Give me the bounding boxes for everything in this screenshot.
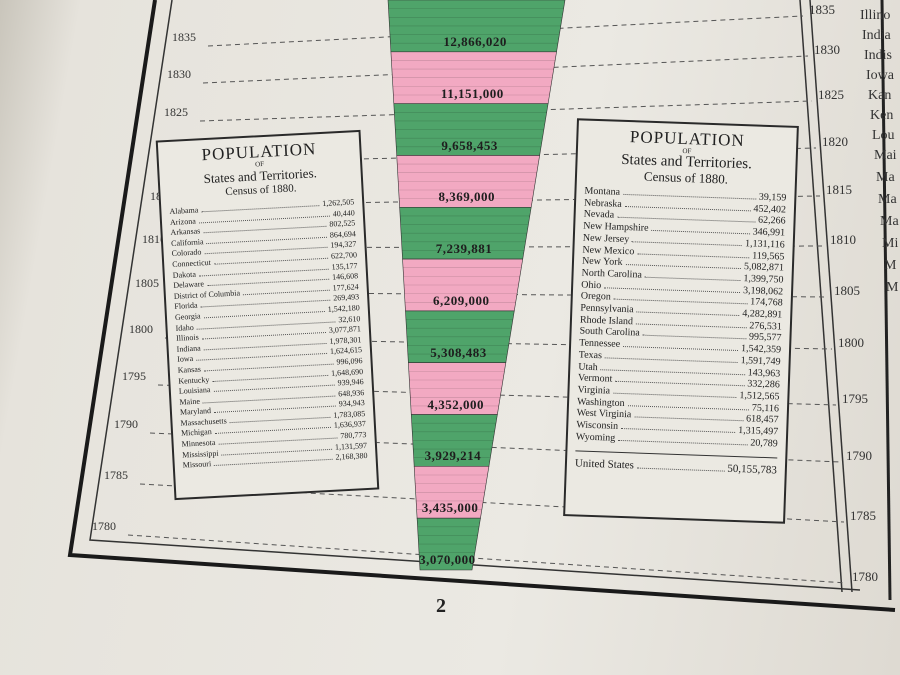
right-year: 1830 [814, 42, 840, 57]
state-name: Oregon [580, 290, 611, 303]
inner-frame [89, 0, 861, 591]
state-population: 2,168,380 [335, 451, 368, 462]
right-year: 1795 [842, 391, 868, 406]
adjacent-text: Ken [870, 108, 894, 123]
left-year: 1790 [114, 417, 138, 431]
right-year: 1805 [834, 283, 860, 298]
state-population: 39,159 [758, 191, 787, 204]
adjacent-text: Lou [872, 128, 895, 143]
leader [621, 428, 736, 434]
state-name: Indiana [176, 343, 201, 354]
left-year: 1830 [167, 67, 191, 81]
funnel-value: 11,151,000 [440, 85, 504, 101]
state-name: Ohio [581, 279, 602, 291]
state-name: Missouri [182, 459, 212, 470]
state-name: Georgia [174, 311, 201, 322]
funnel-value: 5,308,483 [430, 344, 487, 360]
adjacent-text: Ma [878, 192, 897, 207]
population-table: POPULATION OF States and Territories. Censu… [155, 129, 380, 501]
funnel-value: 3,070,000 [419, 552, 476, 568]
state-population: 1,131,116 [744, 238, 785, 251]
left-year: 1825 [164, 105, 188, 119]
dashed-guide [127, 534, 847, 584]
leader [635, 323, 747, 329]
state-population: 1,315,497 [738, 425, 779, 438]
funnel-value: 12,866,020 [443, 33, 507, 49]
adjacent-text: India [862, 28, 891, 43]
total-row: United States 50,155,783 [575, 458, 777, 477]
adjacent-text: Mi [882, 236, 899, 251]
funnel-value: 7,239,881 [435, 241, 493, 257]
state-population: 1,591,749 [740, 354, 781, 368]
right-year: 1820 [822, 134, 848, 149]
total-rule [575, 450, 778, 459]
right-year: 1780 [852, 569, 878, 584]
right-year: 1825 [818, 87, 844, 102]
leader [651, 230, 750, 235]
page-number: 2 [436, 595, 446, 617]
adjacent-text: Ma [876, 170, 895, 185]
adjacent-text: Iowa [866, 68, 894, 83]
adjacent-text: Kan [868, 88, 892, 103]
funnel-value: 9,658,453 [441, 137, 498, 153]
funnel-value: 3,929,214 [424, 448, 482, 464]
funnel-value: 3,435,000 [421, 500, 479, 516]
leader [637, 252, 750, 258]
leader [632, 241, 743, 246]
left-year: 1805 [135, 276, 159, 290]
left-year: 1800 [129, 322, 153, 336]
outer-frame [67, 0, 896, 612]
state-name: Utah [578, 360, 598, 373]
adjacent-text: Ma [880, 214, 899, 229]
state-population: 20,789 [750, 437, 778, 450]
leader [623, 346, 739, 352]
leader [636, 311, 740, 317]
funnel-value: 4,352,000 [427, 396, 484, 412]
adjacent-text: M [884, 258, 897, 273]
dashed-guide [202, 55, 809, 84]
right-year: 1815 [826, 182, 852, 197]
left-year: 1785 [104, 468, 128, 482]
leader [618, 439, 748, 446]
right-year: 1810 [830, 232, 856, 247]
adjacent-text: Indis [864, 48, 892, 63]
left-year: 1795 [122, 369, 146, 383]
right-rule [809, 0, 853, 593]
state-name: Nevada [583, 208, 615, 222]
adjacent-text: M [886, 280, 899, 295]
state-population: 4,282,891 [742, 308, 783, 321]
total-name: United States [574, 457, 635, 472]
right-frame [880, 0, 892, 601]
state-name: Wyoming [575, 431, 616, 444]
right-year: 1835 [809, 2, 835, 17]
state-population: 1,512,565 [739, 390, 780, 403]
adjacent-text: Mai [874, 148, 897, 163]
state-name: Texas [578, 349, 603, 362]
state-population: 62,266 [757, 215, 786, 227]
right-year: 1800 [838, 335, 864, 350]
leader [636, 468, 725, 473]
population-table: POPULATION OF States and Territories. Censu… [563, 118, 799, 524]
right-rule [799, 0, 843, 593]
funnel-value: 8,369,000 [438, 189, 496, 205]
dashed-guide [149, 432, 841, 463]
leader [214, 459, 333, 467]
right-year: 1785 [850, 508, 876, 523]
adjacent-text: Illino [860, 8, 891, 23]
state-population: 75,116 [751, 402, 780, 415]
left-year: 1835 [172, 30, 196, 44]
left-year: 1780 [92, 519, 116, 533]
funnel-value: 6,209,000 [433, 293, 490, 308]
leader [642, 335, 746, 340]
leader [644, 276, 741, 281]
leader [625, 264, 741, 270]
state-population: 3,198,062 [742, 284, 784, 298]
total-population: 50,155,783 [727, 463, 778, 477]
right-year: 1790 [846, 448, 872, 463]
leader [634, 416, 744, 422]
green-band [416, 517, 481, 571]
